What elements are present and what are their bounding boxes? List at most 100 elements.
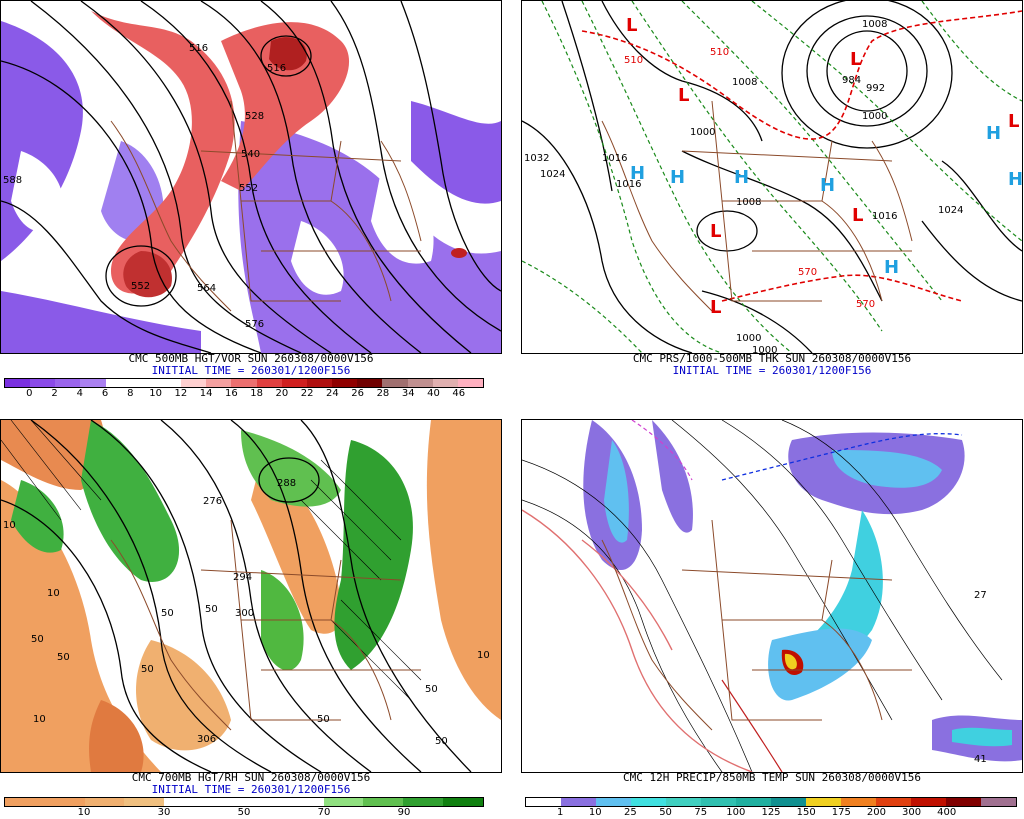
caption-initial-time: INITIAL TIME = 260301/1200F156 <box>672 364 872 377</box>
legend-tick-label: 14 <box>199 388 213 399</box>
contour-label: 50 <box>161 608 174 619</box>
legend-tick-label: 200 <box>866 807 886 818</box>
contour-label: 10 <box>3 520 16 531</box>
legend-tick-label: 24 <box>326 388 339 399</box>
legend-color-cell <box>876 798 911 806</box>
contour-label: 564 <box>197 283 216 294</box>
contour-label: 50 <box>317 714 330 725</box>
legend-color-cell <box>432 379 458 387</box>
low-pressure-marker: L <box>1008 111 1019 132</box>
isobar-label: 1000 <box>690 127 715 138</box>
isobar-label: 1024 <box>938 205 963 216</box>
legend-tick-label: 25 <box>624 807 637 818</box>
legend-color-cell <box>206 379 232 387</box>
contour-label: 540 <box>241 149 260 160</box>
legend-tick-label: 100 <box>726 807 746 818</box>
contour-label: 50 <box>31 634 44 645</box>
legend-tick-label: 30 <box>157 807 171 818</box>
isobar-label: 984 <box>842 75 861 86</box>
low-pressure-marker: L <box>626 15 637 36</box>
legend-tick-label: 300 <box>902 807 922 818</box>
contour-label: 528 <box>245 111 264 122</box>
legend-color-cell <box>443 798 483 806</box>
low-pressure-marker: L <box>710 221 721 242</box>
contour-label: 552 <box>239 183 258 194</box>
legend-colorbar <box>4 797 484 807</box>
legend-tick-label: 75 <box>694 807 708 818</box>
legend-tick-label: 0 <box>26 388 33 399</box>
low-pressure-marker: L <box>852 205 863 226</box>
caption-initial-time: INITIAL TIME = 260301/1200F156 <box>151 783 351 796</box>
legend-color-cell <box>44 798 85 806</box>
legend-tick-label: 40 <box>427 388 440 399</box>
legend-color-cell <box>701 798 736 806</box>
legend-color-cell <box>231 379 257 387</box>
legend-tick-label: 10 <box>588 807 602 818</box>
isobar-label: 1016 <box>616 179 641 190</box>
contour-label: 10 <box>47 588 60 599</box>
legend-tick-label: 175 <box>831 807 851 818</box>
legend-tick-label: 8 <box>127 388 134 399</box>
contour-label: 588 <box>3 175 22 186</box>
legend-color-cell <box>526 798 561 806</box>
legend-tick-label: 22 <box>300 388 314 399</box>
legend-tick-label: 18 <box>250 388 263 399</box>
legend-tick-label: 26 <box>351 388 365 399</box>
legend-color-cell <box>30 379 56 387</box>
legend-tick-label: 50 <box>237 807 251 818</box>
legend-tick-label: 2 <box>51 388 58 399</box>
low-pressure-marker: L <box>850 49 861 70</box>
map-500mb-vorticity: 516 516 528 540 552 552 564 576 588 <box>0 0 502 354</box>
high-pressure-marker: H <box>820 175 835 196</box>
thickness-label: 510 <box>624 55 643 66</box>
legend-color-cell <box>181 379 207 387</box>
panel-500mb-vorticity: 516 516 528 540 552 552 564 576 588 CMC … <box>0 0 502 400</box>
isobar-label: 992 <box>866 83 885 94</box>
legend-color-cell <box>841 798 876 806</box>
legend-color-cell <box>736 798 771 806</box>
legend-color-cell <box>124 798 165 806</box>
legend-color-cell <box>981 798 1016 806</box>
legend-color-cell <box>561 798 596 806</box>
legend-color-cell <box>243 798 284 806</box>
contour-label: 50 <box>435 736 448 747</box>
contour-label: 294 <box>233 572 252 583</box>
contour-label: 50 <box>141 664 154 675</box>
legend-color-cell <box>105 379 131 387</box>
legend-tick-label: 6 <box>101 388 109 399</box>
legend-colorbar <box>4 378 484 388</box>
legend-color-cell <box>164 798 205 806</box>
legend-color-cell <box>596 798 631 806</box>
legend-color-cell <box>256 379 282 387</box>
isobar-label: 1000 <box>862 111 887 122</box>
legend-color-cell <box>155 379 182 387</box>
contour-label: 288 <box>277 478 296 489</box>
legend-color-cell <box>55 379 81 387</box>
contour-label: 306 <box>197 734 216 745</box>
isobar-label: 1000 <box>736 333 761 344</box>
legend-color-cell <box>204 798 244 806</box>
legend-color-cell <box>403 798 444 806</box>
isobar-label: 1016 <box>872 211 897 222</box>
legend-color-cell <box>666 798 701 806</box>
contour-label: 576 <box>245 319 264 330</box>
contour-label: 41 <box>974 754 987 765</box>
legend-color-cell <box>911 798 946 806</box>
caption-title: CMC PRS/1000-500MB THK SUN 260308/0000V1… <box>632 352 912 365</box>
legend-color-cell <box>771 798 806 806</box>
contour-label: 516 <box>267 63 286 74</box>
legend-tick-label: 34 <box>401 388 415 399</box>
legend-color-cell <box>283 798 324 806</box>
thickness-label: 510 <box>710 47 729 58</box>
legend-tick-label: 46 <box>452 388 466 399</box>
isobar-label: 1024 <box>540 169 565 180</box>
isobar-label: 1016 <box>602 153 627 164</box>
map-pressure-thickness: 1032 1024 1016 1016 1008 1000 1008 984 9… <box>521 0 1023 354</box>
legend-tick-labels: 0 2 4 6 8 10 12 14 16 18 20 22 24 26 28 34 40 46 <box>4 388 484 400</box>
legend-tick-label: 28 <box>376 388 390 399</box>
contour-label: 552 <box>131 281 150 292</box>
legend-color-cell <box>5 798 45 806</box>
legend-tick-label: 1 <box>556 807 564 818</box>
high-pressure-marker: H <box>986 123 1001 144</box>
contour-label: 50 <box>205 604 218 615</box>
